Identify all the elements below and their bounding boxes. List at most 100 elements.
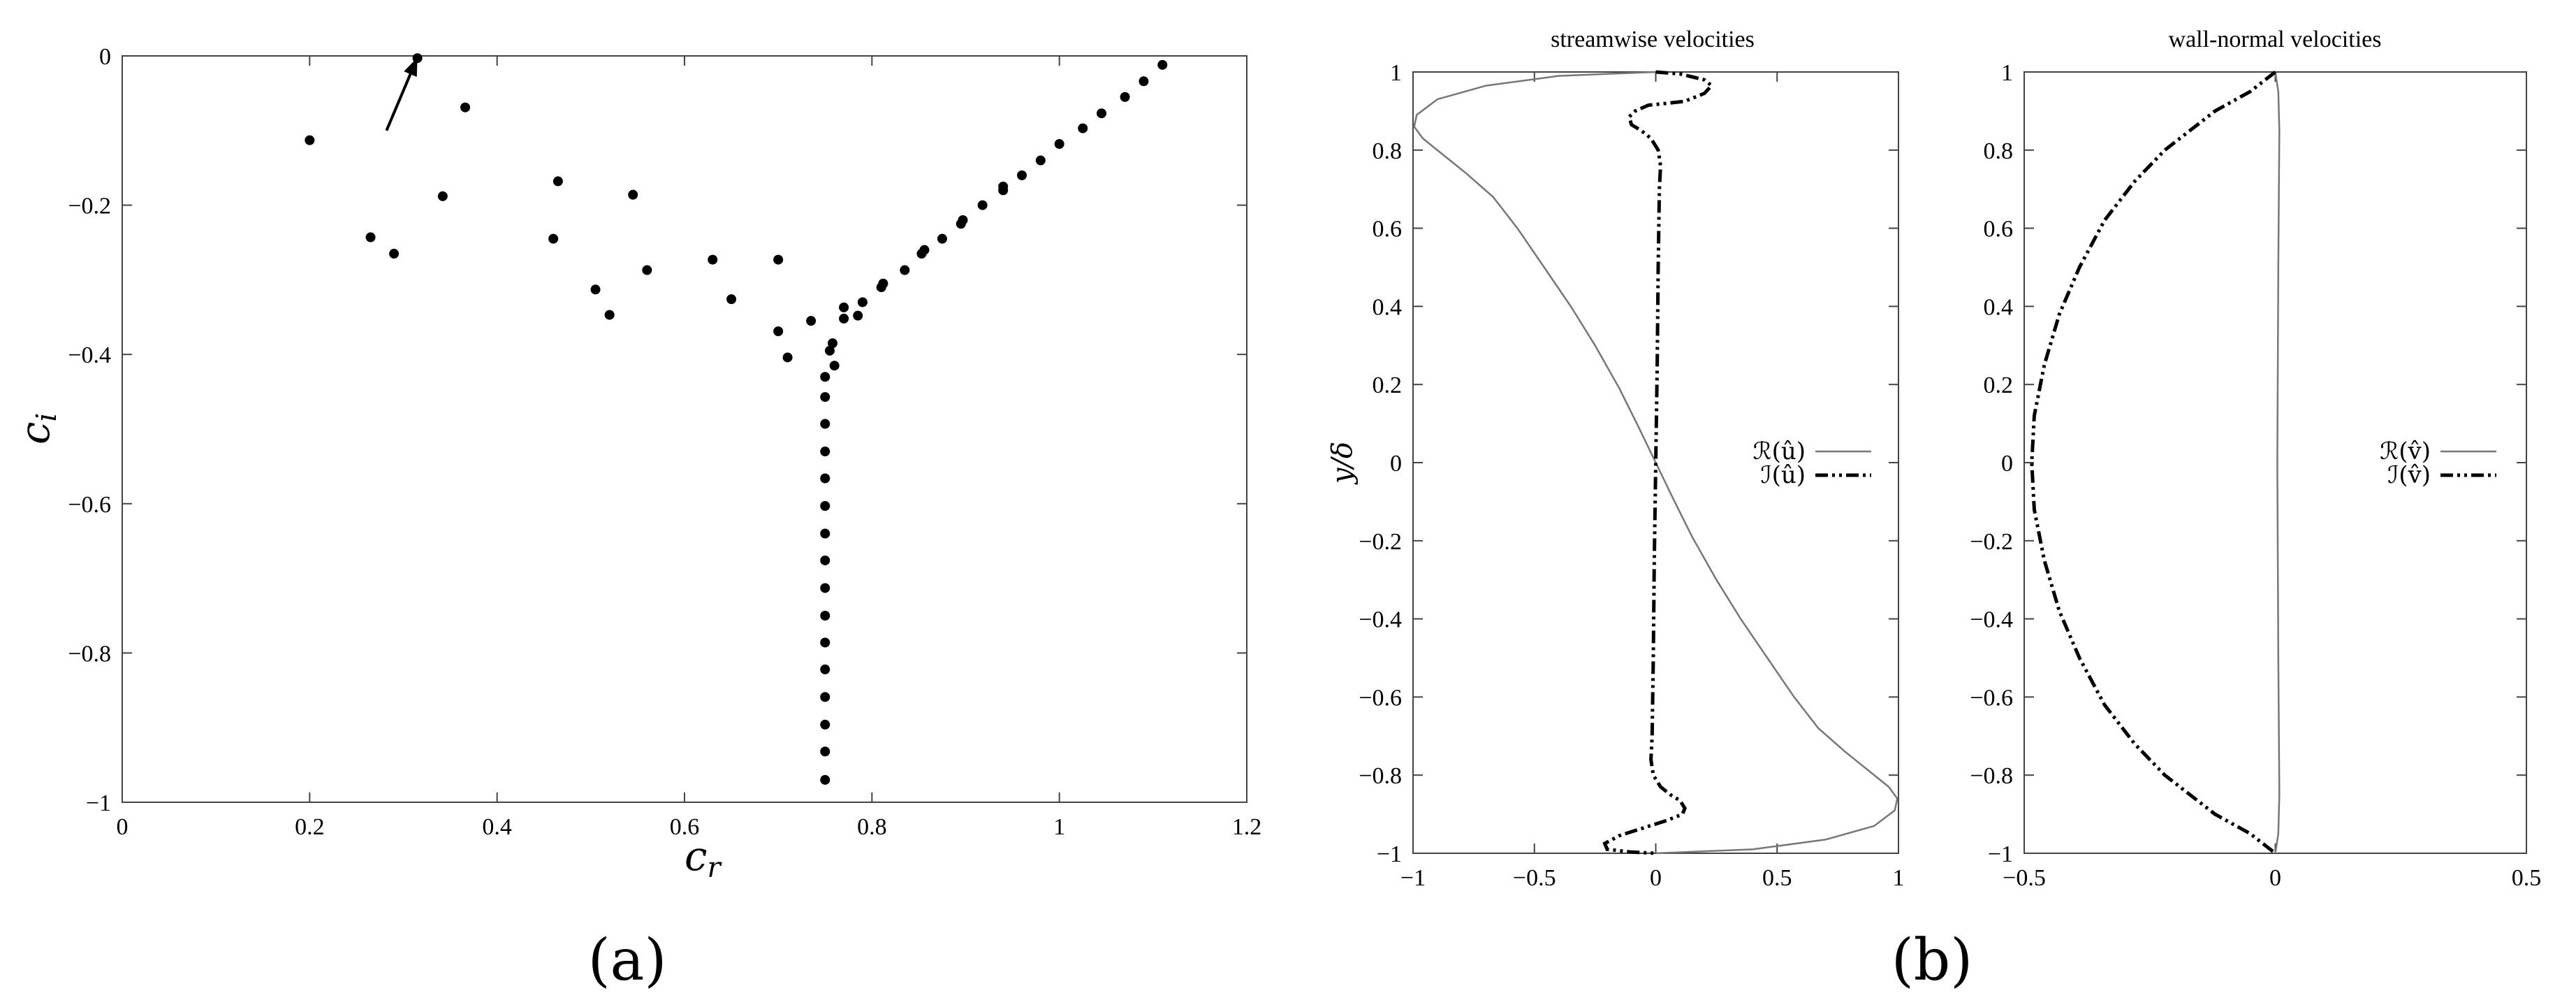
- chart-a-point: [437, 191, 448, 201]
- chart-a-point: [820, 664, 830, 674]
- chart-a-point: [857, 297, 868, 307]
- chart-c-legend: ℛ(v̂)ℐ(v̂): [2380, 437, 2496, 489]
- chart-a-point: [460, 102, 471, 113]
- chart-a-point: [1078, 123, 1088, 133]
- chart-b-ytick-label: 0.6: [1373, 217, 1403, 242]
- chart-c-ytick-label: 0.8: [1984, 138, 2014, 164]
- chart-a-point: [1035, 155, 1046, 166]
- chart-a-point: [839, 302, 849, 312]
- chart-a-point: [1017, 170, 1027, 180]
- chart-c-ytick-label: −0.6: [1970, 685, 2013, 711]
- chart-b-ytick-label: 0.4: [1373, 294, 1403, 320]
- chart-a-point: [937, 233, 947, 244]
- chart-a-point: [820, 372, 830, 382]
- panel-label-a: (a): [588, 927, 667, 994]
- chart-b-streamwise: streamwise velocities −1 −0.5 0 0.5 1 1 0.8 0.6…: [1326, 27, 1905, 891]
- chart-a-point: [958, 215, 968, 225]
- chart-a-point: [726, 294, 737, 305]
- chart-b-title: streamwise velocities: [1551, 27, 1755, 52]
- chart-a-ylabel: ci: [11, 413, 63, 444]
- chart-c-title: wall-normal velocities: [2169, 27, 2382, 52]
- chart-a-point: [829, 361, 840, 371]
- chart-a-point: [839, 313, 849, 324]
- chart-a-eigenvalue-spectrum: 0 0.2 0.4 0.6 0.8 1 1.20−0.2−0.4−0.6−0.8−1 cr …: [11, 44, 1261, 994]
- chart-a-xlabel: cr: [685, 832, 722, 884]
- chart-c-frame: [2024, 71, 2527, 854]
- chart-a-point: [878, 278, 888, 289]
- chart-a-point: [773, 254, 784, 265]
- chart-c-xtick-label: −0.5: [2003, 865, 2046, 891]
- chart-a-point: [1120, 92, 1130, 102]
- chart-a-points: [305, 53, 1168, 785]
- chart-c-ticks: −0.5 0 0.5 1 0.8 0.6 0.4 0.2 0 −0.2 −0.4 −0.6 −0.8 −1: [1970, 60, 2541, 891]
- chart-a-xtick-label: 1: [1053, 814, 1065, 840]
- chart-b-legend: ℛ(û)ℐ(û): [1752, 437, 1871, 489]
- chart-b-ytick-label: −1: [1377, 841, 1402, 867]
- chart-a-point: [1054, 139, 1064, 150]
- chart-a-point: [773, 326, 784, 337]
- chart-c-lines: [2030, 71, 2281, 855]
- chart-b-series-real: [1413, 71, 1898, 855]
- chart-a-xtick-label: 0.2: [295, 814, 325, 840]
- chart-a-xtick-label: 0.4: [482, 814, 512, 840]
- chart-a-ytick-label: −0.2: [68, 194, 111, 219]
- chart-a-point: [642, 265, 652, 275]
- chart-a-point: [820, 774, 830, 785]
- chart-a-point: [820, 528, 830, 539]
- chart-a-xtick-label: 0.8: [857, 814, 887, 840]
- chart-b-legend-label: ℛ(û): [1752, 437, 1806, 465]
- chart-a-point: [305, 135, 315, 145]
- chart-a-point: [782, 352, 793, 363]
- chart-a-point: [820, 583, 830, 593]
- chart-a-point: [820, 692, 830, 702]
- chart-a-point: [977, 200, 988, 210]
- chart-b-series-imag: [1602, 70, 1715, 855]
- chart-a-point: [389, 249, 400, 259]
- chart-c-legend-label: ℐ(v̂): [2387, 461, 2431, 489]
- chart-a-xtick-label: 1.2: [1232, 814, 1262, 840]
- chart-b-ytick-label: 0.8: [1373, 138, 1403, 164]
- chart-c-ytick-label: −1: [1988, 841, 2013, 867]
- chart-a-point: [590, 284, 601, 295]
- chart-a-point: [998, 181, 1009, 191]
- chart-a-point: [548, 233, 559, 244]
- chart-a-point: [708, 254, 718, 265]
- chart-b-xtick-label: −1: [1400, 865, 1426, 891]
- chart-a-point: [1097, 108, 1107, 119]
- chart-c-series-real: [2274, 71, 2281, 854]
- chart-b-xtick-label: 0: [1650, 865, 1662, 891]
- chart-a-ytick-label: 0: [99, 44, 111, 70]
- chart-a-point: [827, 338, 837, 349]
- chart-c-xtick-label: 0: [2269, 865, 2281, 891]
- chart-a-point: [820, 555, 830, 565]
- chart-b-ytick-label: 0.2: [1373, 372, 1403, 398]
- chart-a-ticks: 0 0.2 0.4 0.6 0.8 1 1.2 0 −0.2 −0.4 −0.6 −0.8 −1: [68, 44, 1261, 840]
- chart-c-ytick-label: 0.4: [1984, 294, 2014, 320]
- chart-b-ytick-label: −0.6: [1359, 685, 1402, 711]
- chart-a-point: [820, 611, 830, 621]
- chart-b-ytick-label: 0: [1390, 451, 1402, 477]
- chart-a-point: [820, 419, 830, 429]
- chart-b-legend-label: ℐ(û): [1761, 461, 1806, 489]
- chart-a-point: [900, 265, 910, 275]
- chart-c-ytick-label: 0.2: [1984, 372, 2014, 398]
- chart-a-point: [820, 637, 830, 648]
- chart-b-ytick-label: −0.2: [1359, 529, 1402, 555]
- chart-c-series-imag: [2030, 71, 2277, 855]
- chart-b-xtick-label: 0.5: [1762, 865, 1792, 891]
- chart-a-point: [820, 501, 830, 512]
- chart-b-ytick-label: −0.4: [1359, 607, 1402, 633]
- chart-a-point: [1157, 59, 1168, 70]
- chart-c-ytick-label: −0.2: [1970, 529, 2013, 555]
- chart-a-point: [820, 447, 830, 457]
- chart-a-point: [820, 392, 830, 403]
- chart-b-ylabel: y/δ: [1326, 442, 1359, 485]
- chart-a-point: [628, 189, 638, 200]
- chart-c-ytick-label: −0.8: [1970, 763, 2013, 789]
- chart-a-frame: [122, 55, 1247, 803]
- chart-c-ytick-label: 1: [2001, 60, 2013, 86]
- chart-b-xtick-label: −0.5: [1513, 865, 1556, 891]
- panel-label-b: (b): [1891, 927, 1973, 994]
- chart-a-arrow: [385, 73, 412, 131]
